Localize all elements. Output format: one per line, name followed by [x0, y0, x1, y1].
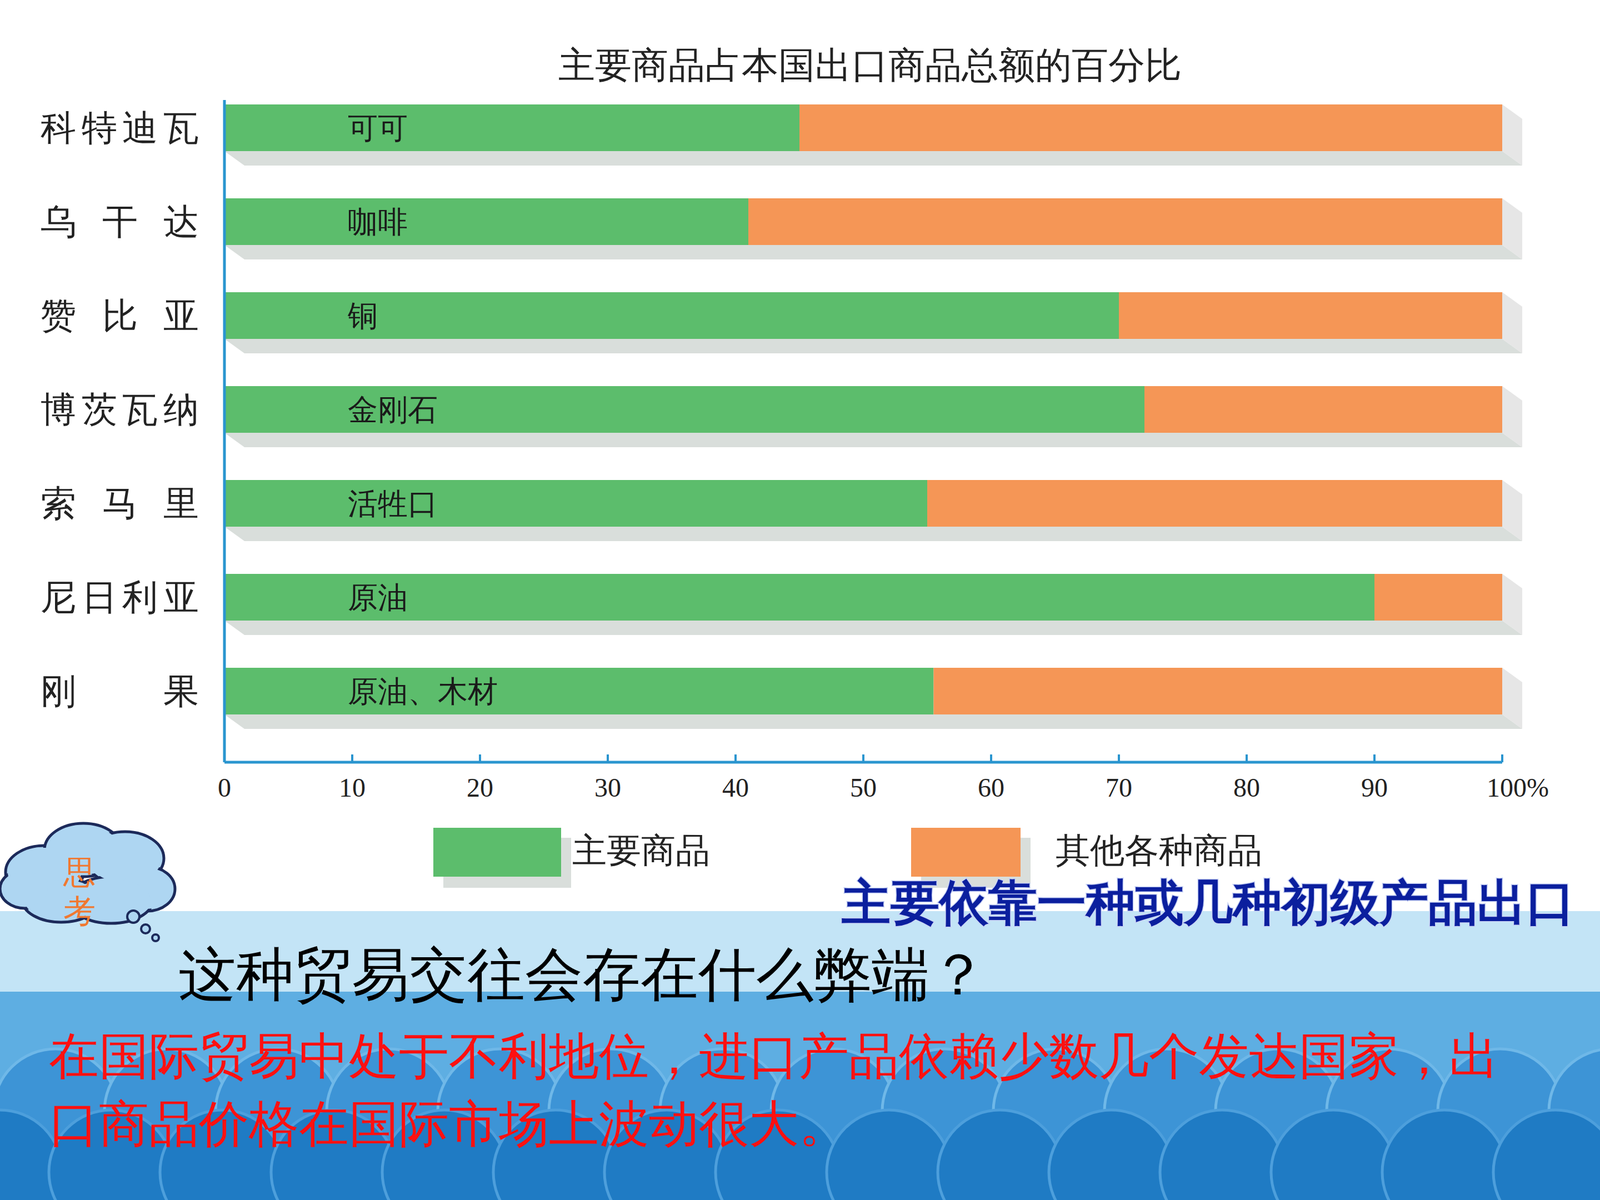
question-text: 这种贸易交往会存在什么弊端？ — [178, 940, 988, 1009]
cloud-dot — [127, 910, 140, 923]
x-tick — [1373, 754, 1376, 763]
x-tick — [990, 754, 993, 763]
bar-shadow — [1502, 667, 1523, 729]
category-label: 博茨瓦纳 — [40, 390, 199, 430]
x-tick-label: 20 — [466, 772, 494, 803]
slide: 主要商品占本国出口商品总额的百分比可可咖啡铜金刚石活牲口原油原油、木材 科特迪瓦乌… — [0, 0, 1600, 1200]
bar-shadow — [1502, 480, 1523, 542]
bar-segment — [927, 480, 1503, 527]
bar-shadow — [1502, 198, 1523, 260]
x-tick-label: 80 — [1233, 772, 1260, 803]
category-label: 刚果 — [40, 671, 199, 712]
x-tick-label: 60 — [977, 772, 1005, 803]
x-tick — [606, 754, 609, 763]
x-tick — [223, 754, 226, 763]
wave — [937, 1110, 1063, 1200]
bar-segment — [799, 104, 1503, 152]
bar-label: 可可 — [347, 111, 408, 145]
bar-segment — [224, 480, 928, 527]
bars — [224, 104, 1503, 715]
x-tick-label: 10 — [338, 772, 366, 803]
x-tick-label: 40 — [722, 772, 749, 803]
x-tick — [351, 754, 354, 763]
bubble-char: 考 — [63, 892, 96, 930]
x-tick-label: 90 — [1361, 772, 1388, 803]
bar-segment — [224, 104, 800, 152]
x-tick — [1245, 754, 1248, 763]
bar-segment — [1374, 573, 1503, 621]
legend-label: 主要商品 — [572, 831, 710, 870]
answer-text: 在国际贸易中处于不利地位，进口产品依赖少数几个发达国家，出口商品价格在国际市场上… — [48, 1022, 1516, 1158]
x-tick-label: 50 — [850, 772, 877, 803]
bar-label: 原油、木材 — [347, 675, 498, 709]
thought-bubble — [0, 823, 175, 942]
x-tick-label: 0 — [217, 772, 232, 803]
bar-segment — [224, 573, 1375, 621]
bar-segment — [224, 386, 1145, 433]
bar-shadow — [224, 245, 1523, 260]
chart-title: 主要商品占本国出口商品总额的百分比 — [558, 45, 1182, 86]
summary-text: 主要依靠一种或几种初级产品出口 — [841, 873, 1575, 932]
category-label: 索马里 — [40, 483, 199, 524]
wave — [1160, 1110, 1285, 1200]
x-tick-label: 30 — [594, 772, 622, 803]
x-tick — [734, 754, 737, 763]
category-label: 科特迪瓦 — [40, 108, 199, 148]
bar-shadow — [224, 338, 1523, 354]
bar-shadow — [224, 432, 1523, 448]
bar-shadow — [224, 714, 1523, 729]
y-axis — [223, 100, 227, 763]
x-tick — [1501, 754, 1504, 763]
cloud-dot — [141, 924, 150, 934]
bar-shadow — [224, 620, 1523, 635]
cloud-fill — [2, 871, 48, 907]
bar-segment — [224, 667, 934, 715]
bar-label: 金刚石 — [347, 393, 438, 427]
bar-shadow — [224, 151, 1523, 166]
bar-shadow — [1502, 573, 1523, 635]
bar-segment — [224, 198, 749, 245]
legend-label: 其他各种商品 — [1055, 831, 1263, 870]
bubble-text: 思考 — [62, 853, 96, 930]
bar-shadows — [224, 104, 1523, 729]
wave — [1493, 1110, 1600, 1200]
bar-segment — [1144, 386, 1503, 433]
bar-label: 活牲口 — [347, 487, 438, 521]
bubble-char: 思 — [62, 853, 96, 892]
x-tick-label: 70 — [1105, 772, 1133, 803]
category-label: 乌干达 — [40, 202, 199, 242]
wave — [1048, 1110, 1174, 1200]
bar-segment — [748, 198, 1503, 245]
x-tick — [1117, 754, 1120, 763]
x-tick-label: 100% — [1486, 772, 1549, 803]
bar-shadow — [1502, 104, 1523, 166]
bar-shadow — [1502, 386, 1523, 448]
bar-label: 铜 — [347, 299, 378, 333]
bar-segment — [933, 667, 1503, 715]
bar-label: 咖啡 — [347, 205, 408, 239]
bar-label: 原油 — [347, 581, 408, 615]
cloud-dot — [152, 934, 159, 942]
legend-swatch — [911, 827, 1021, 877]
bar-segment — [224, 292, 1119, 339]
x-tick — [478, 754, 482, 763]
legend-swatch — [433, 827, 562, 877]
bar-shadow — [224, 526, 1523, 542]
bar-shadow — [1502, 292, 1523, 354]
wave — [1271, 1110, 1396, 1200]
category-label: 赞比亚 — [40, 296, 199, 336]
category-label: 尼日利亚 — [40, 577, 199, 618]
bar-segment — [1118, 292, 1503, 339]
x-tick — [862, 754, 865, 763]
wave — [1382, 1110, 1507, 1200]
